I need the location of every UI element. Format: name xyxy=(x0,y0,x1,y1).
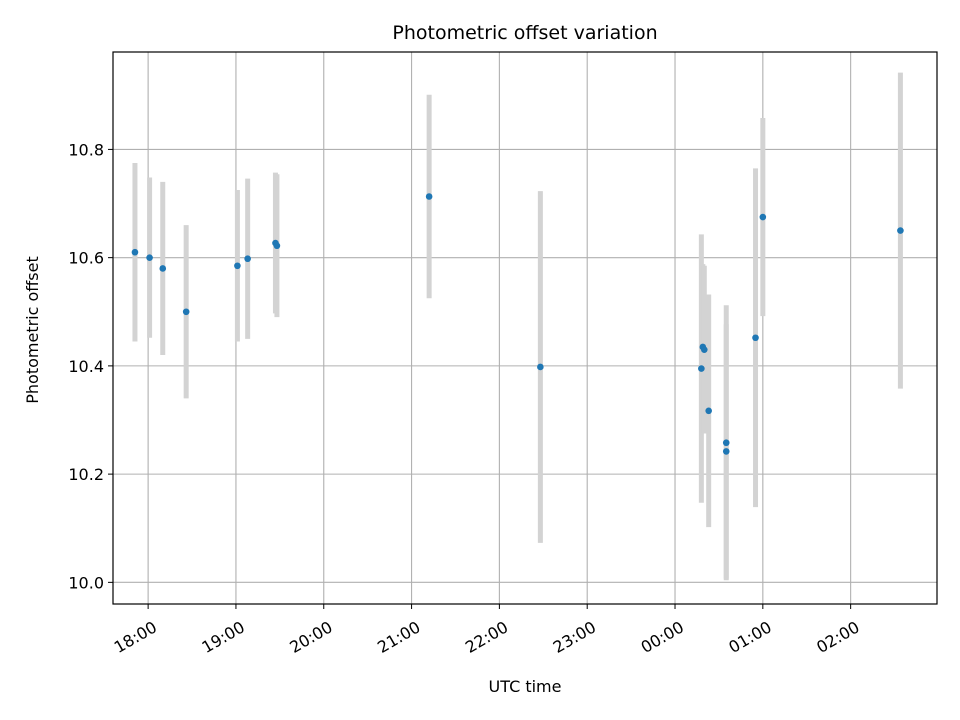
data-point xyxy=(425,193,433,200)
error-bars xyxy=(132,72,903,581)
data-point xyxy=(700,346,708,353)
x-tick-label: 01:00 xyxy=(725,617,774,657)
data-points xyxy=(131,193,904,455)
x-tick-label: 22:00 xyxy=(462,617,511,657)
data-point xyxy=(273,242,281,250)
data-point xyxy=(722,439,730,447)
data-point xyxy=(705,407,712,415)
data-point xyxy=(759,213,767,221)
x-axis-ticks: 18:00 19:00 20:00 21:00 22:00 23:00 00:00 01:00… xyxy=(111,604,863,657)
x-tick-label: 23:00 xyxy=(550,617,599,657)
chart-title: Photometric offset variation xyxy=(392,22,657,44)
grid-lines xyxy=(113,52,937,604)
y-tick-label: 10.4 xyxy=(68,357,104,376)
plot-frame xyxy=(112,51,938,605)
data-point xyxy=(131,248,139,256)
x-tick-label: 00:00 xyxy=(638,617,687,657)
data-point xyxy=(897,227,904,234)
x-tick-label: 18:00 xyxy=(111,617,160,657)
y-tick-label: 10.6 xyxy=(68,249,104,268)
data-point xyxy=(244,255,251,263)
y-tick-label: 10.8 xyxy=(68,140,104,159)
x-axis-label: UTC time xyxy=(489,677,562,696)
y-tick-label: 10.2 xyxy=(68,465,104,484)
data-point xyxy=(698,365,705,372)
x-tick-label: 20:00 xyxy=(286,617,335,657)
x-tick-label: 19:00 xyxy=(199,617,248,657)
data-point xyxy=(752,334,759,342)
data-point xyxy=(159,265,167,272)
y-axis-label: Photometric offset xyxy=(23,256,42,404)
x-tick-label: 02:00 xyxy=(813,617,862,657)
x-tick-label: 21:00 xyxy=(374,617,423,657)
data-point xyxy=(722,448,730,455)
y-axis-ticks: 10.0 10.2 10.4 10.6 10.8 xyxy=(68,140,113,592)
data-point xyxy=(182,308,190,316)
data-point xyxy=(146,254,153,261)
data-point xyxy=(537,363,544,371)
data-point xyxy=(234,262,241,270)
y-tick-label: 10.0 xyxy=(68,573,104,592)
